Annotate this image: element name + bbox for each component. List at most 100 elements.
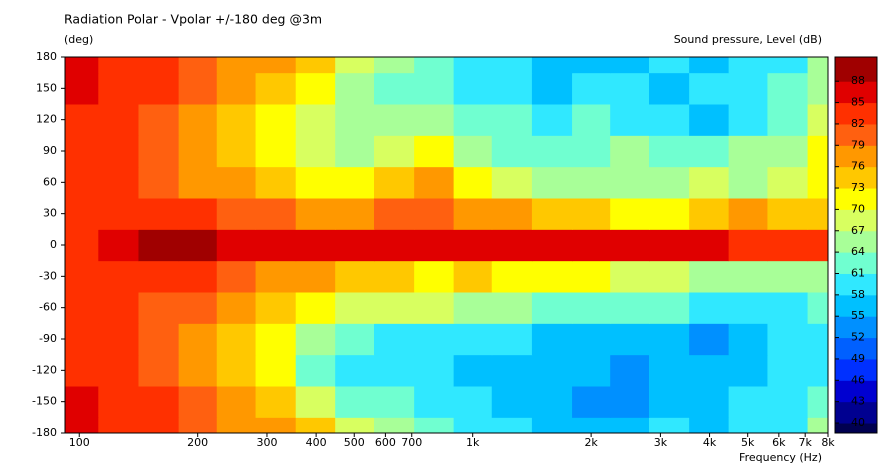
heat-cell xyxy=(98,260,139,293)
heat-cell xyxy=(138,260,180,293)
heat-cell xyxy=(216,166,257,199)
heat-cell xyxy=(767,260,809,293)
heat-cell xyxy=(335,292,375,324)
x-tick-label: 100 xyxy=(69,436,90,449)
heat-cell xyxy=(491,354,533,387)
heat-cell xyxy=(807,166,829,199)
x-tick-label: 300 xyxy=(256,436,277,449)
heat-cell xyxy=(138,104,180,136)
colorbar-tick-label: 43 xyxy=(851,395,865,408)
heat-cell xyxy=(98,229,139,262)
heat-cell xyxy=(610,166,650,199)
heat-cell xyxy=(648,417,690,434)
heat-cell xyxy=(689,135,730,168)
heat-cell xyxy=(178,57,218,74)
x-tick-label: 3k xyxy=(654,436,668,449)
heat-cell xyxy=(767,104,809,136)
heat-cell xyxy=(255,386,297,418)
colorbar-band xyxy=(835,102,877,125)
heat-cell xyxy=(689,417,730,434)
heat-cell xyxy=(728,260,768,293)
heat-cell xyxy=(767,166,809,199)
heat-cell xyxy=(138,72,180,105)
colorbar-tick-label: 79 xyxy=(851,138,865,151)
heat-cell xyxy=(138,323,180,356)
heat-cell xyxy=(610,104,650,136)
heat-cell xyxy=(648,229,690,262)
heat-cell xyxy=(295,104,336,136)
heat-cell xyxy=(610,135,650,168)
heat-cell xyxy=(807,323,829,356)
heat-cell xyxy=(648,260,690,293)
heat-cell xyxy=(728,417,768,434)
heat-cell xyxy=(216,135,257,168)
heat-cell xyxy=(295,72,336,105)
colorbar-band xyxy=(835,316,877,339)
heat-cell xyxy=(453,135,493,168)
heat-cell xyxy=(414,417,455,434)
heat-cell xyxy=(767,72,809,105)
heat-cell xyxy=(255,292,297,324)
x-tick-label: 5k xyxy=(741,436,755,449)
heat-cell xyxy=(572,166,611,199)
heat-cell xyxy=(728,386,768,418)
heat-cell xyxy=(414,135,455,168)
heat-cell xyxy=(295,198,336,230)
heat-cell xyxy=(295,292,336,324)
heat-cell xyxy=(373,198,415,230)
y-tick-label: 90 xyxy=(43,144,57,157)
heat-cell xyxy=(255,354,297,387)
colorbar-tick-label: 49 xyxy=(851,352,865,365)
heat-cell xyxy=(98,292,139,324)
heat-cell xyxy=(255,260,297,293)
heat-cell xyxy=(373,229,415,262)
heat-cell xyxy=(373,135,415,168)
heat-cell xyxy=(295,386,336,418)
heat-cell xyxy=(689,229,730,262)
heat-cell xyxy=(728,229,768,262)
heat-cell xyxy=(531,417,573,434)
heat-cell xyxy=(767,57,809,74)
heat-cell xyxy=(335,166,375,199)
heat-cell xyxy=(572,135,611,168)
heat-cell xyxy=(531,260,573,293)
colorbar-label: Sound pressure, Level (dB) xyxy=(674,33,822,46)
heat-cell xyxy=(295,354,336,387)
heat-cell xyxy=(453,260,493,293)
heat-cell xyxy=(216,417,257,434)
heat-cell xyxy=(728,354,768,387)
heat-cell xyxy=(767,417,809,434)
colorbar-tick-label: 67 xyxy=(851,224,865,237)
heat-cell xyxy=(453,57,493,74)
heat-cell xyxy=(295,229,336,262)
heat-cell xyxy=(98,354,139,387)
heat-cell xyxy=(728,166,768,199)
heat-cell xyxy=(728,292,768,324)
heat-cell xyxy=(255,229,297,262)
heat-cell xyxy=(414,229,455,262)
heat-cell xyxy=(531,104,573,136)
colorbar-tick-label: 61 xyxy=(851,266,865,279)
heat-cell xyxy=(767,323,809,356)
heat-cell xyxy=(610,292,650,324)
heat-cell xyxy=(216,386,257,418)
heat-cell xyxy=(491,198,533,230)
heat-cell xyxy=(453,292,493,324)
heat-cell xyxy=(65,417,99,434)
heat-cell xyxy=(138,166,180,199)
y-axis-label: (deg) xyxy=(64,33,93,46)
y-tick-label: -30 xyxy=(39,269,57,282)
x-tick-label: 4k xyxy=(703,436,717,449)
heat-cell xyxy=(414,104,455,136)
heat-cell xyxy=(531,72,573,105)
heat-cell xyxy=(65,198,99,230)
heat-cell xyxy=(138,198,180,230)
heat-cell xyxy=(255,135,297,168)
heat-cell xyxy=(373,166,415,199)
heat-cell xyxy=(373,57,415,74)
y-tick-label: -180 xyxy=(32,426,57,439)
heat-cell xyxy=(255,72,297,105)
heat-cell xyxy=(216,354,257,387)
heat-cell xyxy=(689,104,730,136)
heat-cell xyxy=(728,104,768,136)
